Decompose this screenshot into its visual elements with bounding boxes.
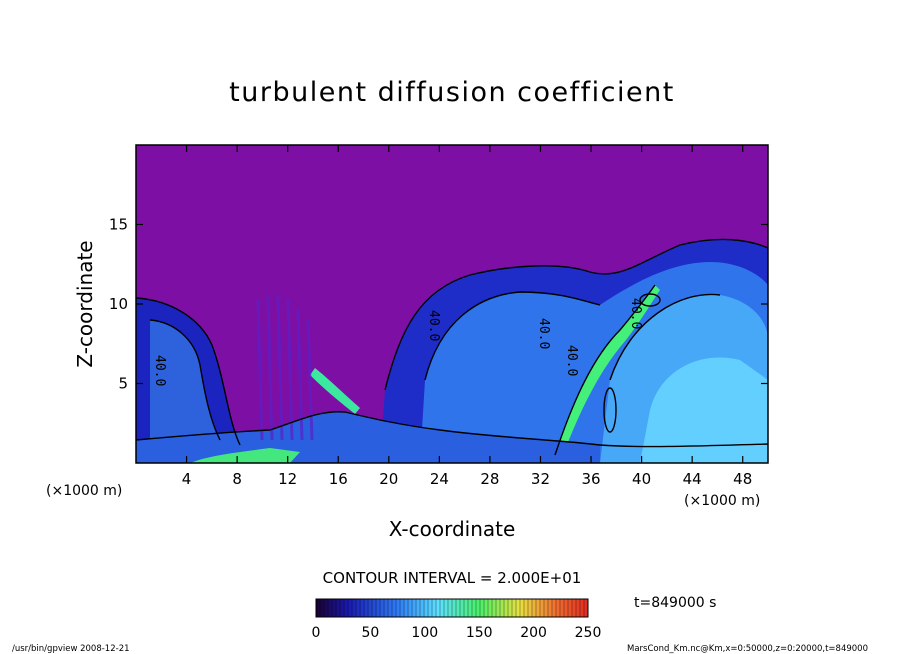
- x-tick-label: 12: [278, 470, 297, 488]
- x-tick-label: 24: [430, 470, 449, 488]
- colorbar-tick-label: 200: [520, 625, 547, 641]
- field-green-band: [555, 285, 660, 458]
- x-tick-label: 20: [379, 470, 398, 488]
- x-tick-label: 8: [232, 470, 242, 488]
- x-axis-label: X-coordinate: [389, 517, 516, 541]
- contour-label: 40.0: [564, 345, 579, 376]
- field-right-cyan: [640, 357, 768, 463]
- y-tick-label: 5: [118, 375, 128, 393]
- colorbar-ticks: 0 50 100 150 200 250: [312, 625, 602, 641]
- time-label: t=849000 s: [634, 595, 716, 611]
- colorbar-tick-label: 100: [411, 625, 438, 641]
- field-left-dome-inner: [150, 320, 220, 440]
- x-tick-label: 4: [182, 470, 192, 488]
- x-tick-label: 16: [329, 470, 348, 488]
- footer-right: MarsCond_Km.nc@Km,x=0:50000,z=0:20000,t=…: [627, 644, 868, 654]
- contour-labels: 40.0 40.0 40.0 40.0 40.0: [152, 298, 643, 386]
- colorbar-tick-label: 0: [312, 625, 321, 641]
- footer-left: /usr/bin/gpview 2008-12-21: [12, 644, 130, 654]
- x-tick-label: 48: [733, 470, 752, 488]
- x-axis: 4 8 12 16 20 24 28 32 36 40 44 48: [182, 145, 752, 488]
- plot-area: [136, 145, 768, 463]
- colorbar-stripes: [315, 599, 589, 617]
- x-unit-left: (×1000 m): [46, 483, 122, 499]
- x-tick-label: 32: [531, 470, 550, 488]
- colorbar-tick-label: 250: [575, 625, 602, 641]
- x-tick-label: 28: [480, 470, 499, 488]
- contour-label: 40.0: [152, 355, 167, 386]
- contour-lines: [136, 238, 768, 456]
- chart-title: turbulent diffusion coefficient: [229, 77, 675, 108]
- field-bottom-green: [190, 448, 300, 463]
- contour-label: 40.0: [426, 310, 441, 341]
- field-plume-green: [310, 368, 360, 414]
- colorbar-tick-label: 50: [361, 625, 379, 641]
- colorbar-tick-label: 150: [466, 625, 493, 641]
- x-unit-right: (×1000 m): [684, 493, 760, 509]
- contour-interval: CONTOUR INTERVAL = 2.000E+01: [323, 569, 582, 587]
- y-axis: 5 10 15: [109, 216, 768, 393]
- contour-label: 40.0: [628, 298, 643, 329]
- field-lower-layer: [136, 411, 600, 463]
- x-tick-label: 36: [581, 470, 600, 488]
- y-tick-label: 10: [109, 295, 128, 313]
- x-tick-label: 40: [632, 470, 651, 488]
- x-tick-label: 44: [683, 470, 702, 488]
- y-tick-label: 15: [109, 216, 128, 234]
- field-plume-ripples: [256, 295, 314, 441]
- y-axis-label: Z-coordinate: [73, 240, 97, 367]
- contour-label: 40.0: [536, 318, 551, 349]
